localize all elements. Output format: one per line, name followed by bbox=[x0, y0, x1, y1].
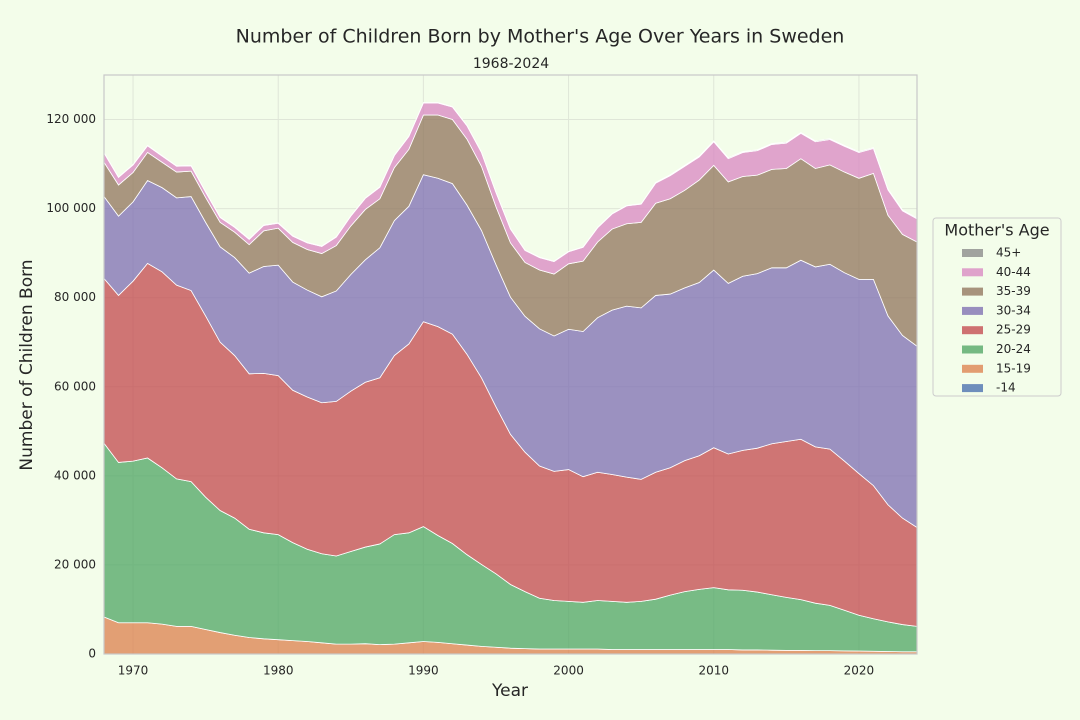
legend-swatch bbox=[962, 306, 983, 315]
y-tick-label: 60 000 bbox=[54, 379, 96, 393]
y-tick-label: 80 000 bbox=[54, 290, 96, 304]
legend-label: 20-24 bbox=[996, 342, 1031, 356]
x-tick-label: 2010 bbox=[698, 664, 729, 678]
x-tick-label: 2000 bbox=[553, 664, 584, 678]
legend-swatch bbox=[962, 384, 983, 393]
legend-label: -14 bbox=[996, 381, 1016, 395]
legend-label: 30-34 bbox=[996, 303, 1031, 317]
x-tick-label: 2020 bbox=[844, 664, 875, 678]
plot-border bbox=[103, 74, 918, 655]
legend-swatch bbox=[962, 364, 983, 373]
y-tick-label: 100 000 bbox=[46, 201, 96, 215]
y-axis-label: Number of Children Born bbox=[17, 259, 37, 470]
x-tick-label: 1980 bbox=[263, 664, 294, 678]
chart-subtitle: 1968-2024 bbox=[473, 56, 549, 72]
y-tick-label: 20 000 bbox=[54, 557, 96, 571]
x-tick-label: 1970 bbox=[118, 664, 149, 678]
y-tick-label: 120 000 bbox=[46, 112, 96, 126]
legend-swatch bbox=[962, 249, 983, 257]
legend-swatch bbox=[962, 287, 983, 296]
y-tick-label: 40 000 bbox=[54, 468, 96, 482]
legend-label: 15-19 bbox=[996, 361, 1031, 375]
legend-label: 45+ bbox=[996, 246, 1021, 260]
chart-title: Number of Children Born by Mother's Age … bbox=[236, 26, 845, 48]
legend-label: 35-39 bbox=[996, 284, 1031, 298]
y-tick-label: 0 bbox=[88, 647, 96, 661]
legend-label: 25-29 bbox=[996, 323, 1031, 337]
legend-swatch bbox=[962, 326, 983, 335]
x-axis-label: Year bbox=[491, 681, 528, 701]
x-tick-label: 1990 bbox=[408, 664, 439, 678]
legend-swatch bbox=[962, 268, 983, 277]
legend-swatch bbox=[962, 345, 983, 354]
legend-title: Mother's Age bbox=[944, 221, 1049, 240]
legend-label: 40-44 bbox=[996, 265, 1031, 279]
